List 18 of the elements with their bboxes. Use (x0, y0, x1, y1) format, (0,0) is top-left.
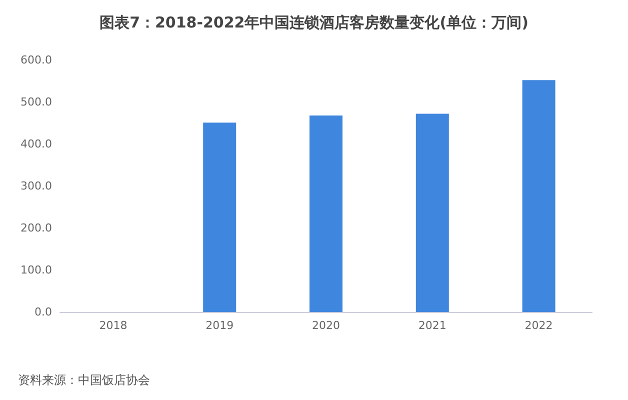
x-tick-label: 2022 (524, 319, 553, 332)
y-tick-label: 600.0 (20, 54, 52, 66)
y-tick-label: 100.0 (20, 264, 52, 276)
x-tick-label: 2018 (99, 319, 128, 332)
y-tick-label: 400.0 (20, 138, 52, 150)
x-tick-label: 2020 (312, 319, 340, 332)
bar (203, 122, 236, 312)
y-tick-label: 300.0 (20, 180, 52, 192)
y-tick-label: 500.0 (20, 96, 52, 108)
text: 资料来源：中国饭店协会 (18, 373, 150, 387)
y-tick-label: 200.0 (20, 222, 52, 234)
chart-title: 图表7：2018-2022年中国连锁酒店客房数量变化(单位：万间) (100, 14, 528, 32)
x-tick-label: 2021 (418, 319, 446, 332)
bar (522, 80, 556, 312)
x-tick-label: 2019 (206, 319, 234, 332)
y-tick-label: 0.0 (34, 306, 52, 318)
bar (416, 114, 449, 312)
bar (310, 115, 342, 312)
